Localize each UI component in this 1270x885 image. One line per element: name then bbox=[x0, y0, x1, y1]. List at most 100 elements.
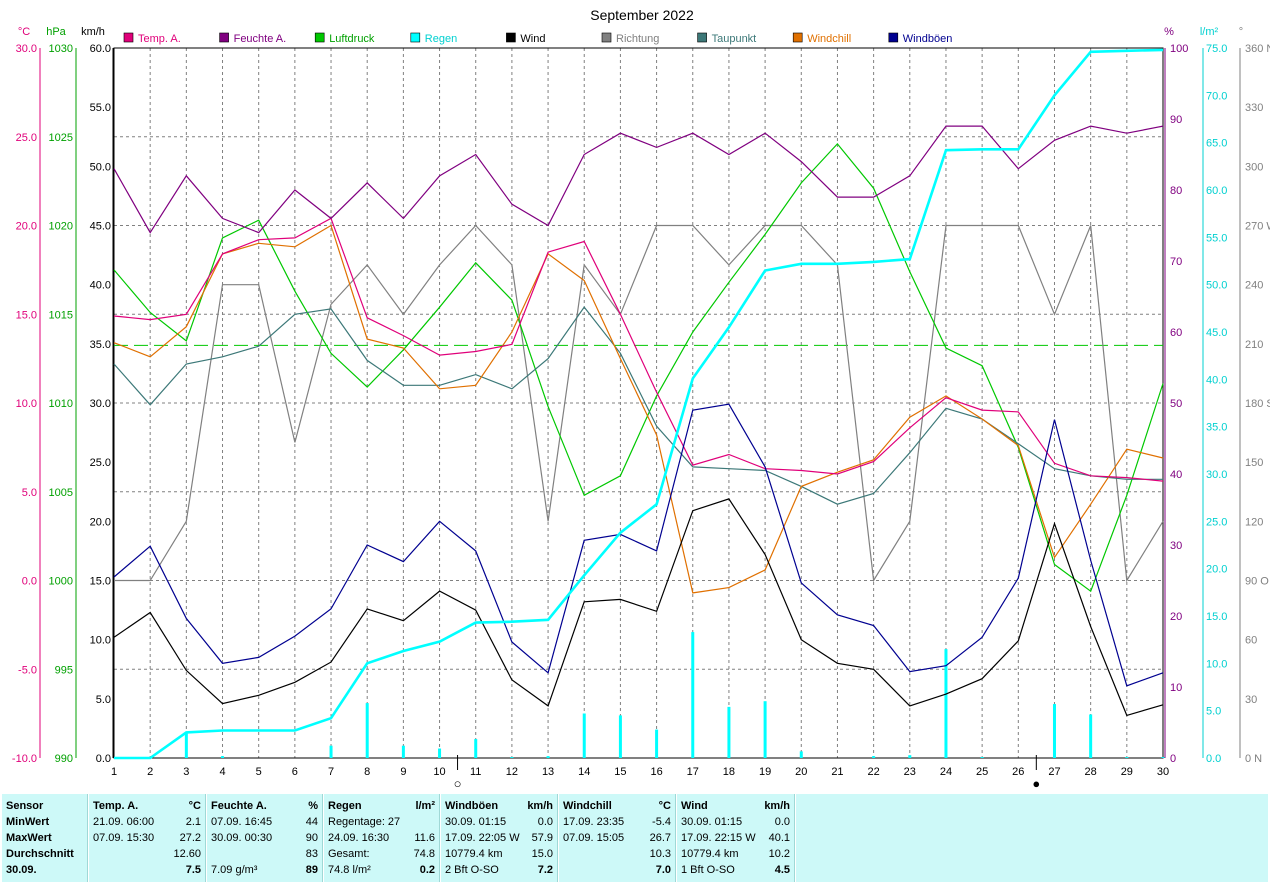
x-tick-label: 17 bbox=[687, 766, 699, 778]
stats-cell: 21.09. 06:00 bbox=[93, 816, 155, 828]
x-tick-label: 14 bbox=[578, 766, 590, 778]
stats-cell: 74.8 bbox=[413, 848, 435, 860]
x-tick-label: 23 bbox=[904, 766, 916, 778]
legend-label: Regen bbox=[425, 33, 457, 45]
wind-tick-label: 20.0 bbox=[90, 516, 111, 528]
humidity-tick-label: 50 bbox=[1170, 398, 1182, 410]
stats-cell: 30.09. 01:15 bbox=[681, 816, 743, 828]
temp-tick-label: 20.0 bbox=[16, 221, 37, 233]
stats-cell: 17.09. 22:15 W bbox=[681, 832, 756, 844]
direction-tick-label: 180 S bbox=[1245, 398, 1270, 410]
stats-humidity-title: Feuchte A. bbox=[211, 800, 267, 812]
rain-daily-bar bbox=[221, 756, 225, 758]
stats-gusts-panel: Windböen km/h 30.09. 01:15 0.0 17.09. 22:0… bbox=[441, 794, 558, 882]
wind-tick-label: 35.0 bbox=[90, 339, 111, 351]
rain-daily-bar bbox=[727, 706, 731, 758]
legend-swatch bbox=[314, 32, 325, 43]
rain-daily-bar bbox=[691, 632, 695, 758]
rain-daily-bar bbox=[944, 649, 948, 758]
x-tick-label: 4 bbox=[219, 766, 225, 778]
pressure-tick-label: 1000 bbox=[49, 576, 73, 588]
x-tick-label: 16 bbox=[650, 766, 662, 778]
x-tick-label: 18 bbox=[723, 766, 735, 778]
stats-cell: 26.7 bbox=[649, 832, 671, 844]
pressure-tick-label: 1010 bbox=[49, 398, 73, 410]
direction-tick-label: 60 bbox=[1245, 635, 1257, 647]
stats-cell: 89 bbox=[305, 864, 318, 876]
wind-tick-label: 40.0 bbox=[90, 280, 111, 292]
grid bbox=[113, 47, 1164, 759]
stats-cell: 17.09. 22:05 W bbox=[445, 832, 520, 844]
wind-tick-label: 45.0 bbox=[90, 221, 111, 233]
legend-label: Richtung bbox=[616, 33, 659, 45]
x-tick-label: 26 bbox=[1012, 766, 1024, 778]
stats-cell: 07.09. 15:30 bbox=[93, 832, 155, 844]
legend-label: Taupunkt bbox=[712, 33, 757, 45]
rain-tick-label: 65.0 bbox=[1206, 138, 1227, 150]
wind-unit-label: km/h bbox=[81, 26, 105, 38]
stats-cell: Gesamt: bbox=[328, 848, 370, 860]
rain-daily-bars bbox=[184, 632, 1165, 758]
rain-daily-bar bbox=[438, 748, 442, 758]
rain-tick-label: 50.0 bbox=[1206, 280, 1227, 292]
stats-cell: 7.0 bbox=[655, 864, 671, 876]
rain-daily-bar bbox=[1125, 757, 1129, 758]
rain-daily-bar bbox=[1089, 714, 1093, 758]
pressure-tick-label: 995 bbox=[55, 664, 73, 676]
stats-cell: 10779.4 km bbox=[681, 848, 739, 860]
humidity-tick-label: 100 bbox=[1170, 43, 1188, 55]
rain-tick-label: 55.0 bbox=[1206, 232, 1227, 244]
stats-cell: 07.09. 16:45 bbox=[211, 816, 273, 828]
legend-label: Feuchte A. bbox=[234, 33, 287, 45]
stats-humidity-unit: % bbox=[308, 800, 318, 812]
series-line bbox=[113, 498, 1164, 717]
temp-tick-label: 5.0 bbox=[22, 487, 37, 499]
legend-label: Temp. A. bbox=[138, 33, 181, 45]
stats-cell: 30.09. 01:15 bbox=[445, 816, 507, 828]
rain-tick-label: 70.0 bbox=[1206, 90, 1227, 102]
legend-label: Windchill bbox=[807, 33, 851, 45]
rain-tick-label: 40.0 bbox=[1206, 374, 1227, 386]
stats-cell: -5.4 bbox=[652, 816, 671, 828]
series-line bbox=[113, 125, 1164, 234]
stats-empty-area bbox=[796, 794, 1268, 882]
wind-tick-label: 25.0 bbox=[90, 457, 111, 469]
legend-swatch bbox=[123, 32, 134, 43]
x-tick-label: 27 bbox=[1048, 766, 1060, 778]
stats-cell: 40.1 bbox=[768, 832, 790, 844]
stats-gusts-title: Windböen bbox=[445, 800, 499, 812]
stats-cell: 0.2 bbox=[419, 864, 435, 876]
stats-temp-unit: °C bbox=[188, 800, 201, 812]
x-tick-label: 25 bbox=[976, 766, 988, 778]
wind-tick-label: 50.0 bbox=[90, 161, 111, 173]
rain-daily-bar bbox=[763, 701, 767, 758]
x-tick-label: 10 bbox=[433, 766, 445, 778]
rain-daily-bar bbox=[546, 756, 550, 758]
x-tick-label: 20 bbox=[795, 766, 807, 778]
humidity-tick-label: 40 bbox=[1170, 469, 1182, 481]
x-tick-label: 28 bbox=[1085, 766, 1097, 778]
stats-cell: 2 Bft O-SO bbox=[445, 864, 499, 876]
stats-wind-unit: km/h bbox=[764, 800, 790, 812]
plot-frame bbox=[113, 47, 1164, 759]
stats-cell: 7.5 bbox=[185, 864, 201, 876]
rain-tick-label: 60.0 bbox=[1206, 185, 1227, 197]
stats-cell: 74.8 l/m² bbox=[328, 864, 371, 876]
rain-daily-bar bbox=[980, 757, 984, 758]
direction-tick-label: 150 bbox=[1245, 457, 1263, 469]
x-tick-label: 15 bbox=[614, 766, 626, 778]
rain-daily-bar bbox=[655, 729, 659, 758]
legend-label: Windböen bbox=[903, 33, 953, 45]
stats-row-label: Durchschnitt bbox=[6, 848, 74, 860]
stats-wind-title: Wind bbox=[681, 800, 708, 812]
statistics-table: Sensor MinWert MaxWert Durchschnitt 30.0… bbox=[0, 792, 1270, 885]
x-tick-label: 19 bbox=[759, 766, 771, 778]
stats-cell: 10.3 bbox=[649, 848, 671, 860]
rain-daily-bar bbox=[474, 739, 478, 758]
x-tick-label: 6 bbox=[292, 766, 298, 778]
legend-label: Wind bbox=[520, 33, 545, 45]
rain-daily-bar bbox=[184, 732, 188, 758]
stats-cell: 15.0 bbox=[531, 848, 553, 860]
rain-tick-label: 5.0 bbox=[1206, 706, 1221, 718]
stats-sensor-title: Sensor bbox=[6, 800, 44, 812]
